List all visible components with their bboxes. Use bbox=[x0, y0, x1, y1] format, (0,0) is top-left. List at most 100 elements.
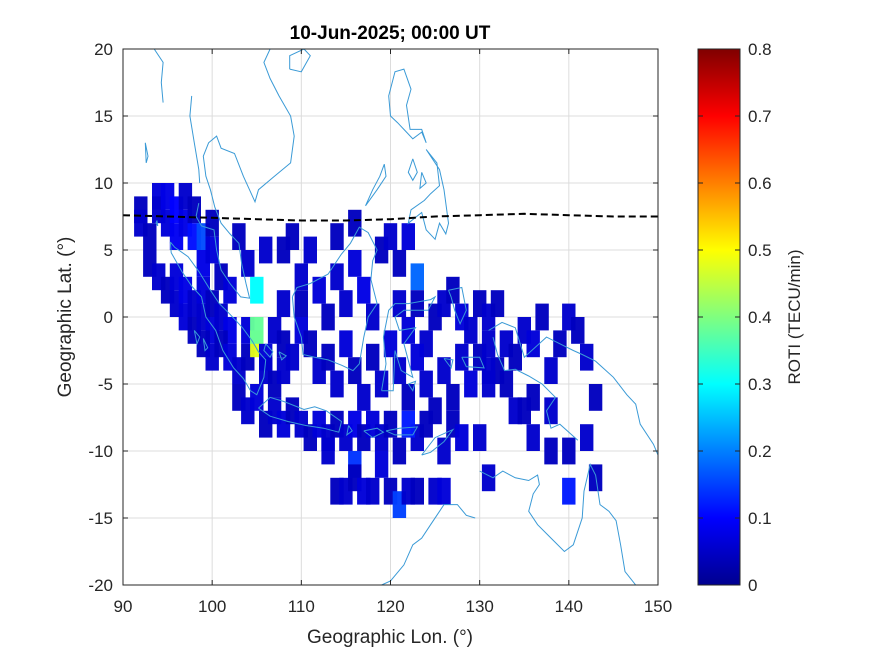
roti-cell bbox=[312, 276, 326, 304]
roti-cell bbox=[143, 223, 157, 250]
coastline bbox=[381, 295, 437, 392]
roti-cell bbox=[366, 343, 380, 371]
roti-cell bbox=[401, 410, 415, 438]
coastline bbox=[289, 49, 311, 73]
roti-cell bbox=[321, 303, 335, 331]
roti-cell bbox=[366, 477, 380, 505]
roti-cell bbox=[401, 317, 415, 344]
coastline bbox=[419, 172, 427, 190]
roti-cell bbox=[187, 196, 201, 224]
coastline bbox=[263, 343, 274, 359]
roti-cell bbox=[419, 370, 433, 398]
roti-cell bbox=[517, 397, 531, 425]
roti-cell bbox=[339, 330, 353, 358]
roti-cell bbox=[410, 477, 424, 505]
coastline bbox=[144, 142, 149, 164]
roti-cell bbox=[348, 357, 362, 384]
coastline bbox=[278, 351, 288, 361]
coastline bbox=[291, 226, 378, 372]
roti-cell bbox=[544, 357, 558, 384]
x-tick-label: 90 bbox=[114, 597, 133, 616]
colorbar-tick-label: 0.6 bbox=[748, 174, 772, 193]
roti-cell bbox=[321, 343, 335, 371]
roti-cell bbox=[321, 437, 335, 465]
x-tick-label: 140 bbox=[555, 597, 583, 616]
roti-cell bbox=[383, 330, 398, 358]
y-tick-label: 0 bbox=[104, 308, 113, 327]
colorbar-tick-label: 0.8 bbox=[748, 40, 772, 59]
roti-cell bbox=[366, 303, 380, 331]
coastline bbox=[492, 336, 579, 441]
roti-cell bbox=[481, 464, 496, 492]
roti-cell bbox=[348, 209, 362, 237]
coastline bbox=[407, 149, 450, 241]
x-tick-labels: 90 100 110 120 130 140 150 bbox=[114, 597, 673, 616]
coastline bbox=[388, 68, 427, 143]
roti-cell bbox=[490, 290, 505, 317]
roti-cell bbox=[464, 370, 478, 398]
roti-cell bbox=[250, 276, 264, 304]
roti-cell bbox=[544, 397, 558, 425]
x-tick-label: 120 bbox=[376, 597, 404, 616]
roti-cell bbox=[303, 330, 317, 358]
roti-cell bbox=[499, 370, 514, 398]
colorbar-tick-label: 0.1 bbox=[748, 509, 772, 528]
roti-cell bbox=[580, 424, 594, 451]
roti-cell bbox=[473, 424, 487, 451]
roti-cell bbox=[232, 223, 246, 250]
y-tick-label: 5 bbox=[104, 241, 113, 260]
roti-cell bbox=[294, 263, 308, 291]
roti-cell bbox=[401, 384, 415, 411]
roti-cell bbox=[481, 370, 496, 398]
roti-cell bbox=[374, 370, 389, 398]
roti-cell bbox=[330, 263, 344, 291]
coastline bbox=[169, 241, 267, 396]
x-axis-label: Geographic Lon. (°) bbox=[307, 627, 473, 648]
y-tick-label: -15 bbox=[88, 509, 113, 528]
roti-cell bbox=[464, 317, 478, 344]
roti-cell bbox=[410, 290, 424, 317]
y-tick-label: 15 bbox=[94, 107, 113, 126]
y-tick-label: 20 bbox=[94, 40, 113, 59]
y-tick-label: -10 bbox=[88, 442, 113, 461]
roti-cell bbox=[276, 290, 291, 317]
roti-cell bbox=[259, 236, 273, 264]
roti-cell bbox=[455, 424, 469, 451]
colorbar-tick-label: 0.4 bbox=[748, 308, 772, 327]
colorbar bbox=[697, 48, 741, 586]
roti-cell bbox=[437, 357, 451, 384]
roti-cell bbox=[562, 437, 576, 465]
coastline bbox=[193, 330, 201, 346]
y-tick-label: -5 bbox=[98, 375, 113, 394]
coastline bbox=[385, 426, 419, 436]
roti-cell bbox=[481, 330, 496, 358]
colorbar-tick-labels: 0.8 0.7 0.6 0.5 0.4 0.3 0.2 0.1 0 bbox=[748, 40, 772, 595]
coastline bbox=[346, 425, 353, 437]
colorbar-tick-label: 0.2 bbox=[748, 442, 772, 461]
coastline bbox=[189, 95, 201, 184]
roti-cell bbox=[410, 263, 424, 291]
coastline bbox=[153, 49, 164, 103]
x-tick-label: 130 bbox=[466, 597, 494, 616]
colorbar-tick-label: 0 bbox=[748, 576, 757, 595]
colorbar-label: ROTI (TECU/min) bbox=[785, 249, 804, 384]
roti-cell bbox=[508, 343, 522, 371]
roti-cell bbox=[348, 250, 362, 277]
roti-cell bbox=[410, 343, 424, 371]
y-tick-label: 10 bbox=[94, 174, 113, 193]
roti-cell bbox=[241, 250, 255, 277]
coastline bbox=[479, 462, 637, 585]
y-tick-label: -20 bbox=[88, 576, 113, 595]
y-axis-label: Geographic Lat. (°) bbox=[55, 237, 76, 398]
roti-cell bbox=[571, 317, 585, 344]
coastline bbox=[407, 158, 418, 182]
roti-cell bbox=[285, 343, 300, 371]
coastline bbox=[195, 49, 295, 299]
coastline bbox=[155, 220, 159, 227]
roti-cell bbox=[383, 410, 398, 438]
coastline bbox=[365, 164, 387, 207]
x-tick-label: 110 bbox=[288, 597, 315, 616]
roti-cell bbox=[562, 477, 576, 505]
roti-cell bbox=[437, 477, 451, 505]
